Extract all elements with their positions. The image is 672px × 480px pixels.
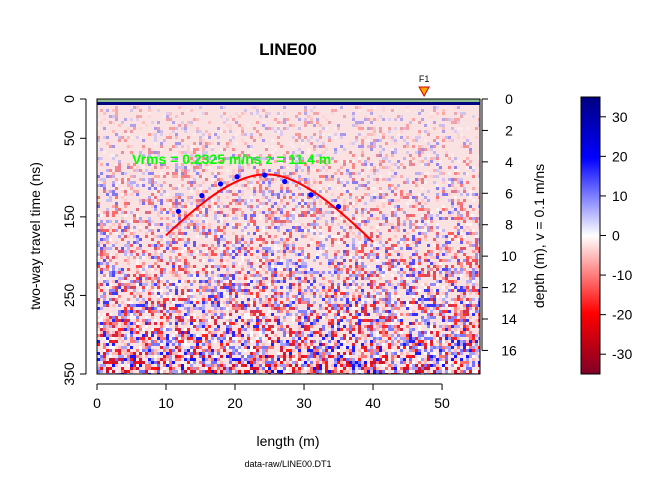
y-tick-time-label: 150 — [61, 205, 77, 229]
hyperbola-point — [217, 181, 224, 187]
hyperbola-point — [262, 172, 268, 178]
x-tick-label: 30 — [296, 395, 312, 411]
colorbar-scale — [580, 96, 601, 375]
y-tick-time-label: 250 — [61, 284, 77, 308]
radargram-top-band — [97, 99, 480, 102]
y-tick-depth-label: 10 — [501, 248, 517, 264]
hyperbola-point — [282, 178, 288, 185]
x-axis-label: length (m) — [256, 433, 319, 449]
hyperbola-points — [175, 172, 342, 214]
y-tick-depth-label: 8 — [505, 217, 513, 233]
colorbar-tick-label: 10 — [612, 188, 628, 204]
y-tick-depth-label: 2 — [505, 122, 513, 138]
x-tick-label: 40 — [365, 395, 381, 411]
hyperbola-fit — [165, 173, 374, 243]
hyperbola-point — [199, 193, 205, 199]
y-tick-time-label: 0 — [61, 95, 77, 103]
y-axis-depth: 0 2 4 6 8 10 12 14 16 — [481, 91, 517, 358]
velocity-annotation: Vrms = 0.2325 m/ns z = 11.4 m — [132, 151, 331, 167]
x-tick-label: 10 — [158, 395, 174, 411]
x-tick-label: 0 — [93, 395, 101, 411]
hyperbola-point — [335, 204, 342, 210]
y-tick-depth-label: 6 — [505, 185, 513, 201]
direct-wave-band — [97, 102, 480, 105]
y-tick-depth-label: 12 — [501, 280, 517, 296]
y-tick-depth-label: 16 — [501, 342, 517, 358]
colorbar-tick-label: 20 — [612, 148, 628, 164]
radargram-image — [97, 99, 480, 374]
hyperbola-point — [175, 208, 182, 214]
y-tick-depth-label: 0 — [505, 91, 513, 107]
fiducial-marker: F1 — [418, 74, 430, 98]
hyperbola-point — [308, 192, 314, 198]
y-tick-depth-label: 4 — [505, 154, 513, 170]
y-axis-label-depth: depth (m), v = 0.1 m/ns — [531, 164, 547, 308]
y-tick-depth-label: 14 — [501, 311, 517, 327]
colorbar-tick-label: 30 — [612, 109, 628, 125]
colorbar-tick-label: -30 — [612, 346, 632, 362]
y-axis-label-time: two-way travel time (ns) — [27, 162, 43, 310]
y-tick-time-label: 50 — [61, 130, 77, 146]
fit-curve — [165, 173, 374, 243]
radargram-noise — [97, 106, 480, 374]
fiducial-label: F1 — [419, 74, 430, 84]
x-tick-label: 20 — [227, 395, 243, 411]
plot-frame — [96, 98, 481, 375]
y-tick-time-label: 350 — [61, 362, 77, 386]
chart-title: LINE00 — [259, 40, 317, 59]
colorbar-tick-label: 0 — [612, 228, 620, 244]
colorbar-ticks: 30 20 10 0 -10 -20 -30 — [600, 109, 632, 362]
x-axis: 0 10 20 30 40 50 — [93, 383, 450, 411]
x-tick-label: 50 — [434, 395, 450, 411]
colorbar-tick-label: -20 — [612, 307, 632, 323]
y-axis-time: 0 50 150 250 350 — [61, 95, 87, 386]
colorbar-tick-label: -10 — [612, 267, 632, 283]
hyperbola-point — [234, 174, 240, 180]
fiducial-triangle — [418, 86, 430, 98]
file-caption: data-raw/LINE00.DT1 — [244, 459, 331, 469]
colorbar: 30 20 10 0 -10 -20 -30 — [580, 96, 632, 375]
